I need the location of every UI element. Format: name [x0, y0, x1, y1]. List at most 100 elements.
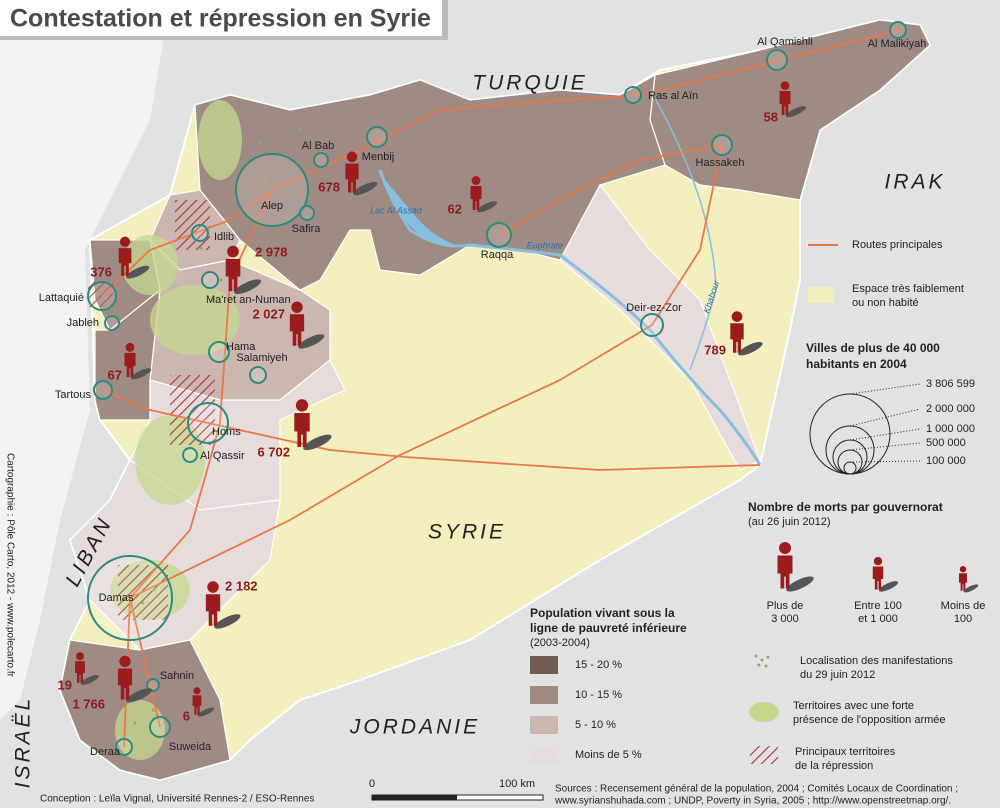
- opposition-area: [150, 285, 240, 355]
- death-count: 19: [58, 677, 72, 692]
- city-circle: [115, 738, 133, 756]
- death-count: 678: [318, 179, 340, 194]
- protest-dot: [211, 298, 215, 302]
- city-circle: [313, 152, 329, 168]
- khabour: [649, 89, 717, 371]
- death-count: 6: [183, 708, 190, 723]
- credits: Conception : Leïla Vignal, Université Re…: [40, 794, 314, 805]
- city-label: Damas: [99, 592, 134, 604]
- city-circle: [711, 134, 733, 156]
- legend-repression: [750, 746, 778, 764]
- legend-protest-dot: [760, 658, 764, 662]
- icon-shadow: [214, 614, 241, 629]
- lake: [385, 180, 455, 247]
- protest-dot: [223, 353, 227, 357]
- city-circle: [486, 222, 512, 248]
- protest-dot: [219, 278, 223, 282]
- city-circle: [182, 447, 198, 463]
- icon-shadow: [878, 581, 899, 592]
- city-circle: [87, 281, 117, 311]
- legend-label: Espace très faiblement: [852, 283, 964, 295]
- city-circle: [366, 126, 388, 148]
- legend-title: habitants en 2004: [806, 357, 907, 371]
- city-label: Suweida: [169, 741, 212, 753]
- city-label: Deir-ez-Zor: [626, 302, 682, 314]
- city-label: Sahnin: [160, 670, 194, 682]
- legend-label: 2 000 000: [926, 403, 975, 415]
- protest-dot: [152, 588, 156, 592]
- city-label: Al Qamishli: [757, 36, 813, 48]
- city-circle: [624, 86, 642, 104]
- icon-shadow: [298, 334, 325, 349]
- city-label: Al Bab: [302, 140, 334, 152]
- euphrates: [378, 169, 762, 466]
- death-count: 789: [704, 342, 726, 357]
- opposition-area: [198, 100, 242, 180]
- legend-title: Nombre de morts par gouvernorat: [748, 500, 943, 514]
- city-label: Al Qassir: [200, 450, 245, 462]
- country-label: SYRIE: [428, 521, 506, 544]
- credits: www.syrianshuhada.com ; UNDP, Poverty in…: [554, 796, 951, 807]
- city-label: Ras al Aïn: [648, 90, 698, 102]
- legend-label: 500 000: [926, 437, 966, 449]
- death-count: 2 978: [255, 244, 288, 259]
- legend-label: Moins de 5 %: [575, 749, 642, 761]
- opposition-area: [122, 235, 178, 295]
- legend-poverty-swatch: [530, 656, 558, 674]
- country-label: ISRAËL: [12, 696, 35, 789]
- legend-label: de la répression: [795, 760, 873, 772]
- legend-label: 10 - 15 %: [575, 689, 622, 701]
- legend-protest-dot: [766, 655, 770, 659]
- icon-shadow: [785, 106, 806, 118]
- city-circle: [766, 49, 788, 71]
- city-label: Safira: [292, 223, 322, 235]
- legend-title: Population vivant sous la: [530, 606, 675, 620]
- title-box: [0, 0, 442, 36]
- city-label: Hama: [226, 341, 256, 353]
- legend-title: ligne de pauvreté inférieure: [530, 621, 687, 635]
- icon-shadow: [303, 434, 332, 451]
- credits: Cartographie : Pôle Carto, 2012 - www.po…: [4, 453, 15, 678]
- city-label: Raqqa: [481, 249, 514, 261]
- icon-shadow: [353, 181, 378, 196]
- legend-label: Moins de: [941, 600, 986, 612]
- legend-label: présence de l'opposition armée: [793, 714, 946, 726]
- legend-label: Entre 100: [854, 600, 902, 612]
- city-circle: [201, 271, 219, 289]
- legend-poverty-swatch: [530, 686, 558, 704]
- legend-label: ou non habité: [852, 297, 919, 309]
- legend-title: Villes de plus de 40 000: [806, 341, 940, 355]
- death-count: 1 766: [72, 696, 105, 711]
- legend-opposition: [749, 702, 779, 722]
- legend-label: Localisation des manifestations: [800, 655, 953, 667]
- legend-label: Principaux territoires: [795, 746, 896, 758]
- legend-leader: [849, 408, 921, 427]
- icon-shadow: [234, 279, 262, 295]
- city-circle: [249, 366, 267, 384]
- protest-dot: [270, 183, 274, 187]
- legend-label: 100: [954, 613, 972, 625]
- legend-label: 1 000 000: [926, 423, 975, 435]
- city-circle: [149, 716, 171, 738]
- protest-dot: [263, 181, 267, 185]
- city-label: Hassakeh: [696, 157, 745, 169]
- country-label: IRAK: [884, 171, 945, 194]
- legend-label: (2003-2004): [530, 637, 590, 649]
- protest-dot: [151, 708, 155, 712]
- death-count: 6 702: [257, 444, 290, 459]
- water-label: Euphrate: [527, 240, 564, 250]
- opposition-area: [115, 700, 165, 760]
- death-count: 67: [108, 367, 122, 382]
- credits: Sources : Recensement général de la popu…: [555, 784, 958, 795]
- scale-bar-fill: [372, 795, 457, 800]
- icon-shadow: [130, 368, 152, 380]
- legend-protest-dot: [757, 663, 761, 667]
- icon-shadow: [126, 265, 150, 279]
- icon-shadow: [738, 341, 763, 356]
- legend-label: 15 - 20 %: [575, 659, 622, 671]
- icon-shadow: [126, 688, 153, 703]
- legend-protest-dot: [754, 654, 758, 658]
- country-label: JORDANIE: [349, 716, 480, 739]
- city-label: Tartous: [55, 389, 92, 401]
